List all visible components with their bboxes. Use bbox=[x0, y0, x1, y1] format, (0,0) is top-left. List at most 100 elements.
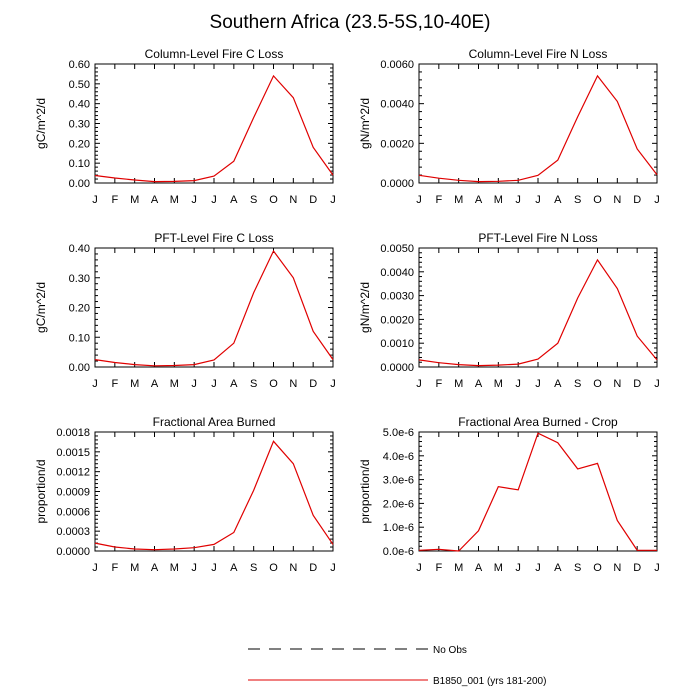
y-tick-label: 0.0010 bbox=[380, 338, 414, 350]
y-tick-label: 4.0e-6 bbox=[383, 451, 414, 463]
y-tick-label: 1.0e-6 bbox=[383, 522, 414, 534]
x-tick-label: M bbox=[454, 378, 463, 390]
x-tick-label: A bbox=[151, 194, 159, 206]
y-tick-label: 0.0040 bbox=[380, 267, 414, 279]
x-tick-label: J bbox=[535, 378, 541, 390]
y-tick-label: 0.40 bbox=[69, 243, 90, 255]
y-tick-label: 5.0e-6 bbox=[383, 427, 414, 439]
x-tick-label: A bbox=[554, 194, 562, 206]
x-tick-label: O bbox=[269, 378, 278, 390]
x-tick-label: J bbox=[654, 378, 660, 390]
x-tick-label: S bbox=[250, 194, 257, 206]
y-tick-label: 0.00 bbox=[69, 178, 90, 190]
y-tick-label: 0.0018 bbox=[56, 427, 90, 439]
y-tick-label: 0.20 bbox=[69, 138, 90, 150]
x-tick-label: S bbox=[574, 378, 581, 390]
x-tick-label: O bbox=[269, 562, 278, 574]
y-tick-label: 0.0040 bbox=[380, 99, 414, 111]
x-tick-label: M bbox=[494, 378, 503, 390]
y-tick-label: 0.0009 bbox=[56, 487, 90, 499]
x-tick-label: A bbox=[230, 194, 238, 206]
x-tick-label: A bbox=[554, 562, 562, 574]
x-tick-label: J bbox=[92, 378, 98, 390]
x-tick-label: J bbox=[416, 378, 422, 390]
y-tick-label: 0.0020 bbox=[380, 314, 414, 326]
x-tick-label: J bbox=[191, 378, 197, 390]
x-tick-label: O bbox=[593, 378, 602, 390]
y-tick-label: 0.0015 bbox=[56, 447, 90, 459]
x-tick-label: M bbox=[130, 378, 139, 390]
y-tick-label: 0.0003 bbox=[56, 526, 90, 538]
y-tick-label: 0.0006 bbox=[56, 506, 90, 518]
x-tick-label: A bbox=[230, 378, 238, 390]
x-tick-label: D bbox=[309, 378, 317, 390]
y-tick-label: 0.0050 bbox=[380, 243, 414, 255]
legend: No Obs B1850_001 (yrs 181-200) bbox=[248, 645, 546, 687]
panel-title: Fractional Area Burned bbox=[153, 415, 276, 429]
y-tick-label: 0.0e-6 bbox=[383, 546, 414, 558]
x-tick-label: J bbox=[330, 194, 336, 206]
plot-frame bbox=[418, 247, 658, 368]
series-line-1 bbox=[94, 74, 334, 183]
x-tick-label: O bbox=[593, 194, 602, 206]
series-line-1 bbox=[418, 258, 658, 367]
x-tick-label: O bbox=[593, 562, 602, 574]
series-line-1 bbox=[418, 432, 657, 552]
plot-frame bbox=[418, 431, 658, 552]
x-tick-label: J bbox=[654, 562, 660, 574]
series-line-1 bbox=[94, 249, 334, 367]
y-axis-label: proportion/d bbox=[34, 459, 48, 523]
series-line-1 bbox=[418, 74, 658, 183]
x-tick-label: J bbox=[654, 194, 660, 206]
y-axis-label: gN/m^2/d bbox=[358, 98, 372, 149]
page-title: Southern Africa (23.5-5S,10-40E) bbox=[209, 12, 491, 33]
x-tick-label: J bbox=[535, 194, 541, 206]
x-tick-label: N bbox=[289, 194, 297, 206]
x-tick-label: O bbox=[269, 194, 278, 206]
panel-title: Column-Level Fire N Loss bbox=[469, 47, 608, 61]
x-tick-label: A bbox=[151, 378, 159, 390]
plot-frame bbox=[418, 63, 658, 184]
y-tick-label: 0.0000 bbox=[380, 362, 414, 374]
x-tick-label: N bbox=[613, 194, 621, 206]
x-tick-label: M bbox=[454, 562, 463, 574]
x-tick-label: F bbox=[435, 378, 442, 390]
x-tick-label: A bbox=[475, 194, 483, 206]
x-tick-label: A bbox=[475, 562, 483, 574]
x-tick-label: J bbox=[515, 194, 521, 206]
y-tick-label: 3.0e-6 bbox=[383, 475, 414, 487]
x-tick-label: J bbox=[211, 562, 217, 574]
y-tick-label: 0.0030 bbox=[380, 291, 414, 303]
y-tick-label: 0.10 bbox=[69, 158, 90, 170]
legend-label-2: B1850_001 (yrs 181-200) bbox=[433, 676, 546, 687]
x-tick-label: D bbox=[309, 194, 317, 206]
x-tick-label: J bbox=[191, 194, 197, 206]
x-tick-label: M bbox=[170, 194, 179, 206]
x-tick-label: S bbox=[250, 378, 257, 390]
x-tick-label: J bbox=[330, 562, 336, 574]
x-tick-label: A bbox=[475, 378, 483, 390]
y-axis-label: proportion/d bbox=[358, 459, 372, 523]
x-tick-label: F bbox=[111, 562, 118, 574]
x-tick-label: M bbox=[454, 194, 463, 206]
x-tick-label: M bbox=[130, 562, 139, 574]
x-tick-label: F bbox=[435, 194, 442, 206]
x-tick-label: D bbox=[633, 194, 641, 206]
panel-title: Column-Level Fire C Loss bbox=[145, 47, 284, 61]
x-tick-label: A bbox=[151, 562, 159, 574]
x-tick-label: J bbox=[515, 562, 521, 574]
x-tick-label: J bbox=[211, 378, 217, 390]
plot-frame bbox=[94, 247, 334, 368]
y-tick-label: 2.0e-6 bbox=[383, 498, 414, 510]
y-tick-label: 0.10 bbox=[69, 332, 90, 344]
x-tick-label: J bbox=[535, 562, 541, 574]
x-tick-label: N bbox=[289, 378, 297, 390]
y-axis-label: gN/m^2/d bbox=[358, 282, 372, 333]
y-tick-label: 0.20 bbox=[69, 303, 90, 315]
plot-frame bbox=[94, 63, 334, 184]
y-tick-label: 0.60 bbox=[69, 59, 90, 71]
x-tick-label: N bbox=[289, 562, 297, 574]
